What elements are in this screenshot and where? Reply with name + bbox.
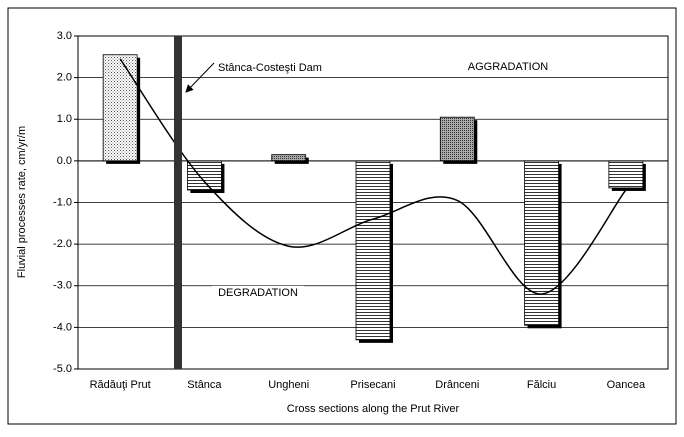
annotation-bg bbox=[212, 60, 328, 75]
y-tick-label: -2.0 bbox=[53, 238, 72, 250]
x-tick-label: Oancea bbox=[607, 379, 646, 391]
dam-line bbox=[174, 36, 182, 369]
bar bbox=[524, 160, 559, 326]
x-tick-label: Ungheni bbox=[268, 379, 309, 391]
bar bbox=[355, 160, 391, 341]
bar bbox=[102, 54, 138, 162]
annotation: Stânca-Costeşti Dam bbox=[218, 62, 322, 74]
x-axis-title: Cross sections along the Prut River bbox=[287, 403, 460, 415]
y-tick-label: 2.0 bbox=[57, 72, 72, 84]
y-tick-label: -5.0 bbox=[53, 363, 72, 375]
annotation-bg bbox=[212, 285, 304, 300]
annotation: DEGRADATION bbox=[218, 287, 298, 299]
y-tick-label: -3.0 bbox=[53, 280, 72, 292]
x-tick-label: Prisecani bbox=[350, 379, 395, 391]
bar bbox=[187, 160, 222, 191]
y-tick-label: 3.0 bbox=[57, 30, 72, 42]
y-tick-label: -1.0 bbox=[53, 196, 72, 208]
trend-line bbox=[119, 58, 627, 295]
annotation-bg bbox=[461, 59, 555, 74]
x-tick-label: Stânca bbox=[187, 379, 222, 391]
dam-arrow bbox=[185, 62, 215, 93]
x-tick-label: Rădăuţi Prut bbox=[90, 379, 151, 391]
y-tick-label: 1.0 bbox=[57, 113, 72, 125]
frame bbox=[7, 7, 677, 425]
bar bbox=[608, 160, 644, 189]
x-tick-label: Fălciu bbox=[527, 379, 556, 391]
annotation: AGGRADATION bbox=[468, 61, 549, 73]
y-tick-label: -4.0 bbox=[53, 321, 72, 333]
y-axis-title: Fluvial processes rate, cm/yr/m bbox=[16, 126, 28, 278]
bar bbox=[271, 154, 307, 162]
bar bbox=[439, 116, 475, 162]
x-tick-label: Drânceni bbox=[435, 379, 479, 391]
y-tick-label: 0.0 bbox=[57, 155, 72, 167]
